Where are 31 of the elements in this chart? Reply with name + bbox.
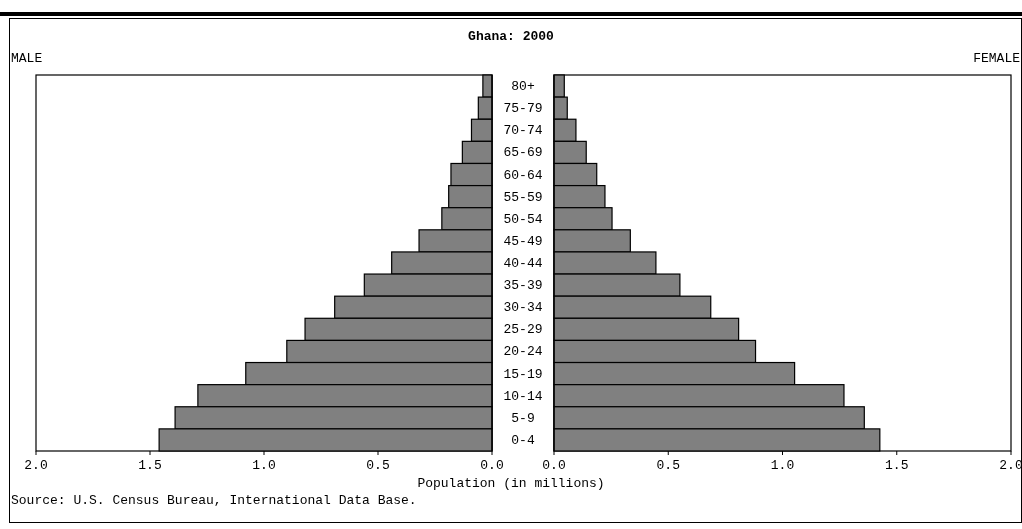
chart-subtitle: FEMALE xyxy=(973,51,1021,66)
x-tick-label: 1.0 xyxy=(770,458,795,473)
y-tick-label: 30-34 xyxy=(503,300,543,316)
y-tick-label: 15-19 xyxy=(503,366,543,382)
x-tick-label: 1.5 xyxy=(138,458,162,473)
x-tick-label: 0.5 xyxy=(366,458,390,473)
x-tick-label: 0.0 xyxy=(542,458,566,473)
x-tick-label: 0.5 xyxy=(656,458,680,473)
y-tick-label: 10-14 xyxy=(503,388,543,404)
x-tick-label: 1.5 xyxy=(885,458,909,473)
y-tick-label: 40-44 xyxy=(503,256,543,271)
y-tick-label: 5-9 xyxy=(511,410,535,426)
x-tick-label: 1.0 xyxy=(252,458,276,473)
y-tick-label: 20-24 xyxy=(503,344,543,360)
y-tick-label: 45-49 xyxy=(503,233,543,249)
y-tick-label: 80+ xyxy=(511,79,535,95)
x-tick-label: 2.0 xyxy=(24,458,48,473)
y-tick-label: 65-69 xyxy=(503,145,543,161)
y-tick-label: 55-59 xyxy=(503,189,543,205)
source-note: Source: U.S. Census Bureau, International Data Base. xyxy=(11,493,417,508)
x-axis-title: Population (in millions) xyxy=(417,476,605,491)
x-tick-label: 0.0 xyxy=(480,458,504,473)
y-tick-label: 60-64 xyxy=(503,167,543,183)
y-tick-label: 75-79 xyxy=(503,101,543,117)
chart-subtitle: MALE xyxy=(11,51,43,66)
y-tick-label: 35-39 xyxy=(503,278,543,294)
y-tick-label: 50-54 xyxy=(503,211,543,227)
y-tick-label: 0-4 xyxy=(511,432,535,448)
chart-title: Ghana: 2000 xyxy=(468,29,555,44)
y-tick-label: 25-29 xyxy=(503,322,543,338)
y-tick-label: 70-74 xyxy=(503,123,543,139)
